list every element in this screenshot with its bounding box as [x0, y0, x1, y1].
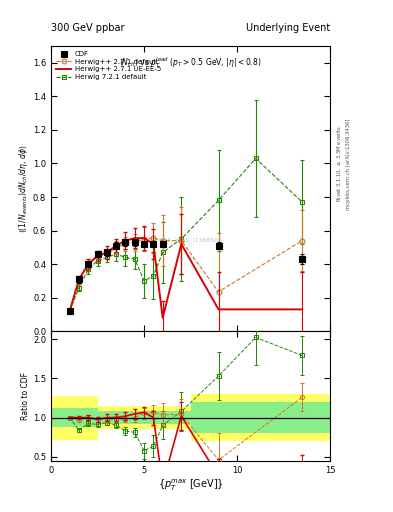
- Text: CDF_2015_I1388503: CDF_2015_I1388503: [159, 237, 222, 243]
- Text: $\langle N_{ch}\rangle$ vs $p_T^{lead}$ ($p_T > 0.5$ GeV, $|\eta| < 0.8$): $\langle N_{ch}\rangle$ vs $p_T^{lead}$ …: [119, 55, 262, 70]
- Text: mcplots.cern.ch [arXiv:1306.3436]: mcplots.cern.ch [arXiv:1306.3436]: [346, 118, 351, 209]
- Text: 300 GeV ppbar: 300 GeV ppbar: [51, 23, 125, 33]
- Text: Underlying Event: Underlying Event: [246, 23, 330, 33]
- Y-axis label: $\langle(1/N_{events})dN_{ch}/d\eta,\,d\phi\rangle$: $\langle(1/N_{events})dN_{ch}/d\eta,\,d\…: [17, 144, 30, 233]
- Y-axis label: Ratio to CDF: Ratio to CDF: [21, 372, 30, 420]
- Text: Rivet 3.1.10, $\geq$ 3.3M events: Rivet 3.1.10, $\geq$ 3.3M events: [336, 125, 343, 202]
- X-axis label: $\{p_T^{max}$ [GeV]$\}$: $\{p_T^{max}$ [GeV]$\}$: [158, 477, 224, 493]
- Legend: CDF, Herwig++ 2.7.1 default, Herwig++ 2.7.1 UE-EE-5, Herwig 7.2.1 default: CDF, Herwig++ 2.7.1 default, Herwig++ 2.…: [55, 50, 162, 81]
